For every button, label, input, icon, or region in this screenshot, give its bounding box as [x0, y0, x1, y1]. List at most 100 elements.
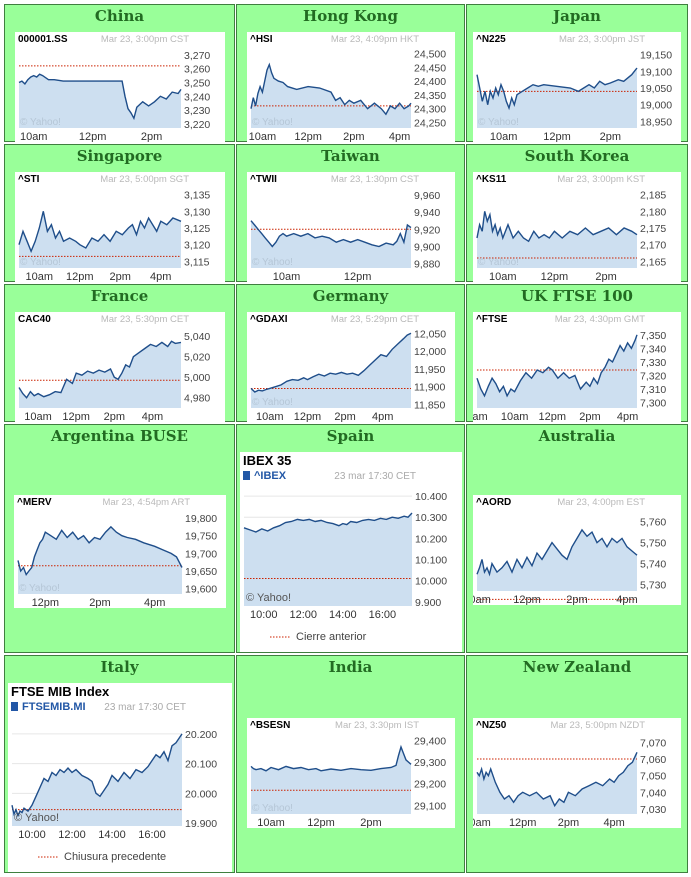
y-tick-label: 19,650 [185, 566, 217, 578]
x-tick-label: 10am [249, 131, 277, 142]
y-tick-label: 2,185 [640, 190, 666, 202]
area-fill [251, 64, 411, 128]
y-tick-label: 5,740 [640, 559, 666, 571]
area-fill [477, 529, 637, 591]
region-title: South Korea [524, 147, 630, 165]
index-chart[interactable]: 19,150 19,100 19,050 19,000 18,950 10am 12pm 2p… [473, 32, 681, 142]
region-title: Japan [553, 7, 601, 25]
y-tick-label: 19,750 [185, 531, 217, 543]
x-tick-label: 12pm [539, 411, 567, 422]
x-tick-label: 2pm [334, 411, 355, 422]
index-chart[interactable]: 3,135 3,130 3,125 3,120 3,115 10am 12pm 2pm 4pm ^… [15, 172, 225, 282]
index-chart[interactable]: 10.400 10.300 10.200 10.100 10.000 9.900 10:00… [240, 452, 462, 652]
y-tick-label: 9.900 [415, 597, 441, 609]
y-tick-label: 7,070 [640, 737, 666, 749]
market-cell-japan: Japan 19,150 19,100 19,050 19,000 18,950 10am 1… [466, 4, 688, 142]
y-tick-label: 10.000 [415, 576, 447, 588]
index-chart[interactable]: 19,800 19,750 19,700 19,650 19,600 12pm 2pm 4pm… [14, 495, 226, 608]
price-line [18, 73, 182, 121]
x-tick-label: 4pm [616, 594, 637, 605]
yahoo-copyright: © Yahoo! [478, 117, 519, 128]
y-tick-label: 3,250 [184, 77, 210, 89]
y-tick-label: 24,300 [414, 104, 446, 116]
index-chart[interactable]: 5,760 5,750 5,740 5,730 10am 12pm 2pm 4pm ^AORD M… [473, 495, 681, 605]
y-tick-label: 24,400 [414, 76, 446, 88]
y-tick-label: 10.100 [415, 555, 447, 567]
index-chart[interactable]: 29,400 29,300 29,200 29,100 10am 12pm 2pm ^BSES… [247, 718, 455, 828]
x-tick-label: 4pm [372, 411, 393, 422]
index-chart[interactable]: 12,050 12,000 11,950 11,900 11,850 10am 12pm 2p… [247, 312, 455, 422]
x-tick-label: 2pm [579, 411, 600, 422]
chart-svg: 19,150 19,100 19,050 19,000 18,950 10am 12pm 2p… [473, 32, 681, 142]
chart-svg: 7,070 7,060 7,050 7,040 7,030 10am 12pm 2pm 4pm ^… [473, 718, 681, 828]
y-tick-label: 2,170 [640, 240, 666, 252]
y-tick-label: 2,165 [640, 256, 666, 268]
quote-date: Mar 23, 3:30pm IST [335, 720, 419, 731]
y-tick-label: 19,150 [640, 50, 672, 62]
area-fill [251, 220, 411, 268]
y-tick-label: 3,125 [184, 223, 210, 235]
index-symbol: ^TWII [250, 174, 277, 185]
y-tick-label: 5,000 [184, 372, 210, 384]
market-cell-france: France 5,040 5,020 5,000 4,980 10am 12pm 2pm 4pm… [4, 284, 235, 422]
market-cell-india: India 29,400 29,300 29,200 29,100 10am 12pm 2pm… [236, 655, 465, 873]
yahoo-copyright: © Yahoo! [252, 257, 293, 268]
y-tick-label: 7,040 [640, 787, 666, 799]
x-tick-label: 12pm [541, 271, 569, 282]
index-symbol: ^STI [18, 174, 40, 185]
price-line [250, 62, 412, 116]
y-tick-label: 7,060 [640, 754, 666, 766]
area-fill [477, 68, 637, 128]
index-chart[interactable]: 3,270 3,260 3,250 3,240 3,230 3,220 10am 12pm 2p… [15, 32, 225, 142]
market-cell-new-zealand: New Zealand 7,070 7,060 7,050 7,040 7,030 10am… [466, 655, 688, 873]
x-tick-label: 4pm [142, 411, 163, 422]
price-line [476, 752, 638, 808]
area-fill [244, 513, 412, 606]
index-chart[interactable]: 7,070 7,060 7,050 7,040 7,030 10am 12pm 2pm 4pm ^… [473, 718, 681, 828]
x-tick-label: 10am [24, 411, 52, 422]
price-line [11, 733, 183, 818]
quote-date: Mar 23, 4:00pm EST [557, 497, 645, 508]
market-cell-china: China 3,270 3,260 3,250 3,240 3,230 3,220 10am 1… [4, 4, 235, 142]
x-tick-label: 10am [273, 271, 301, 282]
yahoo-copyright: © Yahoo! [252, 803, 293, 814]
y-tick-label: 7,330 [640, 357, 666, 369]
index-chart[interactable]: 5,040 5,020 5,000 4,980 10am 12pm 2pm 4pm CAC40 M… [15, 312, 225, 422]
chart-svg: 10.400 10.300 10.200 10.100 10.000 9.900 10:00… [240, 452, 462, 652]
x-tick-label: 12pm [79, 131, 107, 142]
market-cell-germany: Germany 12,050 12,000 11,950 11,900 11,850 10a… [236, 284, 465, 422]
y-tick-label: 2,180 [640, 206, 666, 218]
region-title: India [328, 658, 373, 676]
region-title: Hong Kong [303, 7, 398, 25]
price-line [250, 220, 412, 248]
quote-date: Mar 23, 1:30pm CST [331, 174, 419, 185]
y-tick-label: 24,450 [414, 62, 446, 74]
y-tick-label: 11,850 [414, 399, 445, 411]
price-line [18, 340, 182, 399]
x-tick-label: 10am [501, 411, 529, 422]
index-chart[interactable]: 9,960 9,940 9,920 9,900 9,880 10am 12pm ^TWII Ma… [247, 172, 455, 282]
x-tick-label: 12pm [62, 411, 90, 422]
price-line [243, 512, 413, 533]
quote-date: 23 mar 17:30 CET [104, 702, 186, 713]
market-cell-argentina-buse: Argentina BUSE 19,800 19,750 19,700 19,650 19… [4, 424, 235, 653]
region-title: Spain [326, 427, 375, 445]
y-tick-label: 29,400 [414, 735, 446, 747]
index-symbol: ^MERV [17, 497, 52, 508]
y-tick-label: 3,260 [184, 64, 210, 76]
y-tick-label: 7,320 [640, 370, 666, 382]
index-chart[interactable]: 2,185 2,180 2,175 2,170 2,165 10am 12pm 2pm ^KS1… [473, 172, 681, 282]
area-fill [477, 211, 637, 268]
chart-svg: 3,135 3,130 3,125 3,120 3,115 10am 12pm 2pm 4pm ^… [15, 172, 225, 282]
index-chart[interactable]: 24,500 24,450 24,400 24,350 24,300 24,250 10am… [247, 32, 455, 142]
index-chart[interactable]: 20.200 20.100 20.000 19.900 10:00 12:00 14:00 1… [8, 683, 232, 872]
x-tick-label: 14:00 [329, 609, 357, 621]
y-tick-label: 5,730 [640, 580, 666, 592]
x-tick-label: 10am [489, 271, 517, 282]
y-tick-label: 10.300 [415, 512, 447, 524]
x-tick-label: 2pm [600, 131, 621, 142]
y-tick-label: 5,760 [640, 517, 666, 529]
index-symbol: 000001.SS [18, 34, 68, 45]
x-tick-label: 4pm [603, 817, 624, 828]
